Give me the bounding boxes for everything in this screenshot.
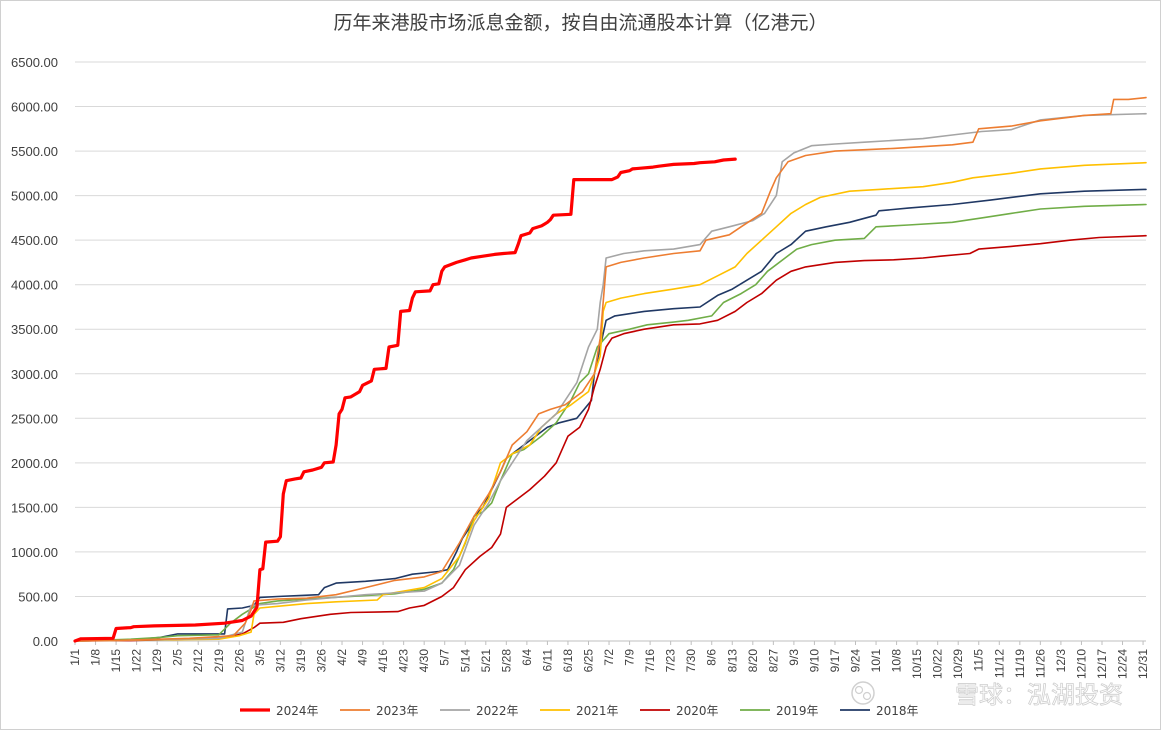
x-tick-label: 4/9	[356, 649, 370, 666]
x-tick-label: 6/4	[520, 649, 534, 666]
series-line-2023年	[74, 96, 1147, 642]
x-tick-label: 9/3	[787, 649, 801, 666]
y-tick-label: 5000.00	[11, 189, 58, 204]
x-tick-label: 4/16	[376, 649, 390, 673]
x-tick-label: 7/16	[643, 649, 657, 673]
x-tick-label: 6/11	[540, 649, 554, 672]
x-tick-label: 10/15	[910, 649, 924, 679]
legend-label: 2019年	[776, 704, 819, 718]
x-tick-label: 7/23	[664, 649, 678, 673]
series-line-2019年	[74, 203, 1147, 642]
series-line-2020年	[74, 234, 1147, 642]
chart-title: 历年来港股市场派息金额，按自由流通股本计算（亿港元）	[333, 12, 828, 34]
x-tick-label: 9/24	[849, 649, 863, 673]
legend-label: 2018年	[876, 704, 919, 718]
y-tick-label: 4500.00	[11, 233, 58, 248]
x-tick-label: 7/30	[684, 649, 698, 673]
series-line-2021年	[74, 161, 1147, 642]
x-tick-label: 8/6	[705, 649, 719, 666]
legend[interactable]: 2024年 2023年 2022年 2021年 2020年 2019年 2018年	[240, 704, 919, 718]
x-tick-label: 8/20	[746, 649, 760, 673]
y-tick-label: 1500.00	[11, 500, 58, 515]
x-tick-label: 6/18	[561, 649, 575, 673]
x-tick-label: 1/29	[150, 649, 164, 673]
x-tick-label: 1/22	[130, 649, 144, 673]
x-tick-label: 10/29	[951, 649, 965, 679]
series-line-2024年	[73, 157, 737, 643]
x-tick-label: 3/19	[294, 649, 308, 673]
x-tick-label: 8/13	[725, 649, 739, 673]
x-tick-label: 10/22	[931, 649, 945, 679]
legend-item[interactable]: 2024年	[240, 704, 319, 718]
y-tick-label: 3500.00	[11, 322, 58, 337]
x-tick-label: 11/12	[992, 649, 1006, 678]
legend-label: 2020年	[676, 704, 719, 718]
x-tick-label: 7/2	[602, 649, 616, 666]
watermark-icon	[851, 681, 875, 705]
x-tick-label: 4/30	[417, 649, 431, 673]
series-line-2022年	[74, 112, 1147, 642]
legend-item[interactable]: 2020年	[640, 704, 719, 718]
x-tick-label: 5/14	[458, 649, 472, 673]
y-tick-label: 2000.00	[11, 456, 58, 471]
legend-item[interactable]: 2022年	[440, 704, 519, 718]
x-tick-label: 8/27	[766, 649, 780, 673]
x-tick-label: 10/8	[890, 649, 904, 673]
y-axis-ticks: 0.00 500.00 1000.00 1500.00 2000.00 2500.00 30…	[11, 55, 58, 649]
x-tick-label: 12/3	[1054, 649, 1068, 673]
x-tick-label: 4/23	[397, 649, 411, 673]
x-tick-label: 2/12	[191, 649, 205, 673]
x-tick-label: 5/28	[499, 649, 513, 673]
x-tick-label: 2/19	[212, 649, 226, 673]
series-line-2018年	[74, 188, 1147, 642]
x-tick-label: 2/26	[232, 649, 246, 673]
x-tick-label: 1/8	[89, 649, 103, 666]
gridlines	[75, 61, 1146, 642]
x-tick-label: 3/12	[273, 649, 287, 673]
y-tick-label: 1000.00	[11, 545, 58, 560]
x-tick-label: 12/10	[1074, 649, 1088, 679]
legend-label: 2023年	[376, 704, 419, 718]
y-tick-label: 5500.00	[11, 144, 58, 159]
y-tick-label: 6500.00	[11, 55, 58, 70]
legend-item[interactable]: 2021年	[540, 704, 619, 718]
x-tick-label: 12/17	[1095, 649, 1109, 679]
x-tick-label: 5/7	[438, 649, 452, 666]
x-tick-label: 1/1	[68, 649, 82, 666]
x-tick-label: 11/5	[972, 649, 986, 672]
x-tick-label: 3/5	[253, 649, 267, 666]
y-tick-label: 2500.00	[11, 411, 58, 426]
x-tick-label: 2/5	[171, 649, 185, 666]
x-tick-label: 11/19	[1013, 649, 1027, 678]
y-tick-label: 500.00	[18, 589, 58, 604]
x-tick-label: 12/24	[1116, 649, 1130, 679]
x-tick-label: 4/2	[335, 649, 349, 666]
y-tick-label: 6000.00	[11, 100, 58, 115]
x-tick-label: 5/21	[479, 649, 493, 673]
legend-item[interactable]: 2019年	[740, 704, 819, 718]
x-tick-label: 7/9	[623, 649, 637, 666]
x-tick-label: 12/31	[1136, 649, 1150, 679]
legend-item[interactable]: 2018年	[840, 704, 919, 718]
series-lines	[73, 96, 1147, 643]
legend-item[interactable]: 2023年	[340, 704, 419, 718]
y-tick-label: 0.00	[33, 634, 58, 649]
x-tick-label: 10/1	[869, 649, 883, 673]
legend-label: 2024年	[276, 704, 319, 718]
y-tick-label: 3000.00	[11, 367, 58, 382]
x-tick-label: 1/15	[109, 649, 123, 673]
x-axis-ticks: 1/1 1/8 1/15 1/22 1/29 2/5 2/12 2/19 2/26 3/5 3/12…	[68, 641, 1150, 679]
x-tick-label: 9/17	[828, 649, 842, 673]
x-tick-label: 11/26	[1033, 649, 1047, 678]
x-tick-label: 3/26	[314, 649, 328, 673]
legend-label: 2022年	[476, 704, 519, 718]
watermark-text: 雪球：泓湖投资	[955, 681, 1123, 709]
y-tick-label: 4000.00	[11, 278, 58, 293]
x-tick-label: 9/10	[807, 649, 821, 673]
x-tick-label: 6/25	[581, 649, 595, 673]
legend-label: 2021年	[576, 704, 619, 718]
